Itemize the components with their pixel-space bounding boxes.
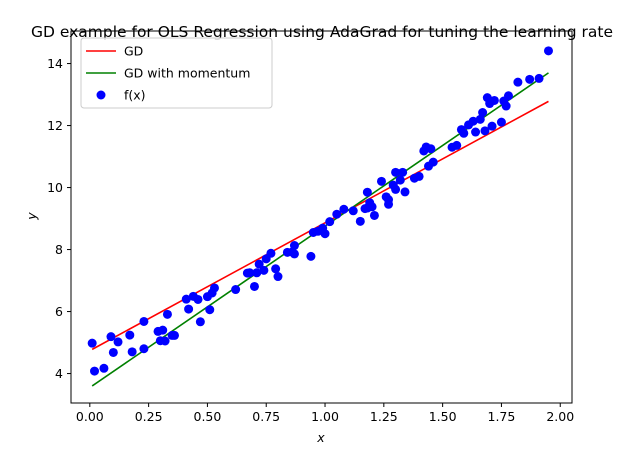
data-point bbox=[478, 108, 488, 118]
legend-label: GD with momentum bbox=[124, 66, 250, 81]
data-point bbox=[99, 363, 109, 373]
data-point bbox=[468, 116, 478, 126]
data-point bbox=[108, 347, 118, 357]
data-point bbox=[209, 283, 219, 293]
data-point bbox=[139, 316, 149, 326]
data-point bbox=[249, 281, 259, 291]
y-tick-label: 6 bbox=[55, 304, 63, 319]
data-point bbox=[391, 167, 401, 177]
data-point bbox=[306, 251, 316, 261]
data-point bbox=[489, 95, 499, 105]
y-axis-label: y bbox=[24, 212, 39, 221]
x-tick-label: 1.75 bbox=[488, 409, 516, 424]
data-point bbox=[398, 167, 408, 177]
legend-label: f(x) bbox=[124, 88, 146, 103]
data-point bbox=[181, 294, 191, 304]
data-point bbox=[113, 337, 123, 347]
data-point bbox=[289, 241, 299, 251]
x-tick-label: 1.25 bbox=[370, 409, 398, 424]
data-point bbox=[452, 140, 462, 150]
data-point bbox=[480, 126, 490, 136]
y-axis: 4 6 8 10 12 14 bbox=[47, 56, 71, 381]
data-point bbox=[391, 184, 401, 194]
data-point bbox=[534, 73, 544, 83]
x-axis-label: x bbox=[316, 430, 325, 445]
data-point bbox=[414, 171, 424, 181]
series-layer bbox=[87, 46, 553, 387]
x-axis: 0.00 0.25 0.50 0.75 1.00 1.25 1.50 1.75 2.00 bbox=[76, 403, 574, 424]
data-point bbox=[428, 157, 438, 167]
data-point bbox=[245, 268, 255, 278]
data-point bbox=[332, 209, 342, 219]
y-tick-label: 4 bbox=[55, 366, 63, 381]
data-point bbox=[106, 332, 116, 342]
data-point bbox=[273, 272, 283, 282]
legend-swatch bbox=[96, 90, 106, 100]
data-point bbox=[501, 101, 511, 111]
data-point bbox=[362, 187, 372, 197]
y-tick-label: 10 bbox=[47, 180, 63, 195]
data-point bbox=[231, 285, 241, 295]
data-point bbox=[325, 217, 335, 227]
data-point bbox=[162, 309, 172, 319]
data-point bbox=[513, 77, 523, 87]
data-point bbox=[525, 74, 535, 84]
data-point bbox=[266, 248, 276, 258]
data-point bbox=[90, 366, 100, 376]
plot-frame bbox=[70, 30, 573, 404]
data-point bbox=[475, 114, 485, 124]
data-point bbox=[459, 128, 469, 138]
x-tick-label: 0.75 bbox=[252, 409, 280, 424]
data-point bbox=[254, 259, 264, 269]
legend: GD GD with momentum f(x) bbox=[80, 37, 273, 109]
data-point bbox=[195, 317, 205, 327]
data-point bbox=[289, 249, 299, 259]
legend-label: GD bbox=[124, 44, 143, 59]
data-point bbox=[426, 144, 436, 154]
data-point bbox=[320, 229, 330, 239]
data-point bbox=[339, 204, 349, 214]
data-point bbox=[355, 216, 365, 226]
x-tick-label: 1.00 bbox=[311, 409, 339, 424]
data-point bbox=[169, 330, 179, 340]
data-point bbox=[127, 347, 137, 357]
data-point bbox=[384, 199, 394, 209]
data-point bbox=[271, 264, 281, 274]
legend-box bbox=[80, 37, 273, 109]
data-point bbox=[367, 202, 377, 212]
data-point bbox=[369, 210, 379, 220]
data-point bbox=[471, 127, 481, 137]
y-tick-label: 12 bbox=[47, 118, 63, 133]
data-point bbox=[252, 268, 262, 278]
data-point bbox=[259, 265, 269, 275]
y-tick-label: 14 bbox=[47, 56, 63, 71]
data-point bbox=[87, 338, 97, 348]
data-point bbox=[158, 325, 168, 335]
data-point bbox=[139, 344, 149, 354]
x-tick-label: 0.00 bbox=[76, 409, 104, 424]
data-point bbox=[395, 175, 405, 185]
data-point bbox=[496, 117, 506, 127]
data-point bbox=[205, 305, 215, 315]
data-point bbox=[125, 330, 135, 340]
data-point bbox=[503, 91, 513, 101]
data-point bbox=[184, 304, 194, 314]
data-point bbox=[487, 121, 497, 131]
y-tick-label: 8 bbox=[55, 242, 63, 257]
x-tick-label: 1.50 bbox=[429, 409, 457, 424]
data-point bbox=[160, 336, 170, 346]
data-point bbox=[376, 176, 386, 186]
chart-title: GD example for OLS Regression using AdaG… bbox=[31, 23, 613, 41]
data-point bbox=[348, 206, 358, 216]
data-point bbox=[400, 187, 410, 197]
data-point bbox=[543, 46, 553, 56]
x-tick-label: 0.50 bbox=[194, 409, 222, 424]
x-tick-label: 2.00 bbox=[546, 409, 574, 424]
data-point bbox=[193, 294, 203, 304]
x-tick-label: 0.25 bbox=[135, 409, 163, 424]
